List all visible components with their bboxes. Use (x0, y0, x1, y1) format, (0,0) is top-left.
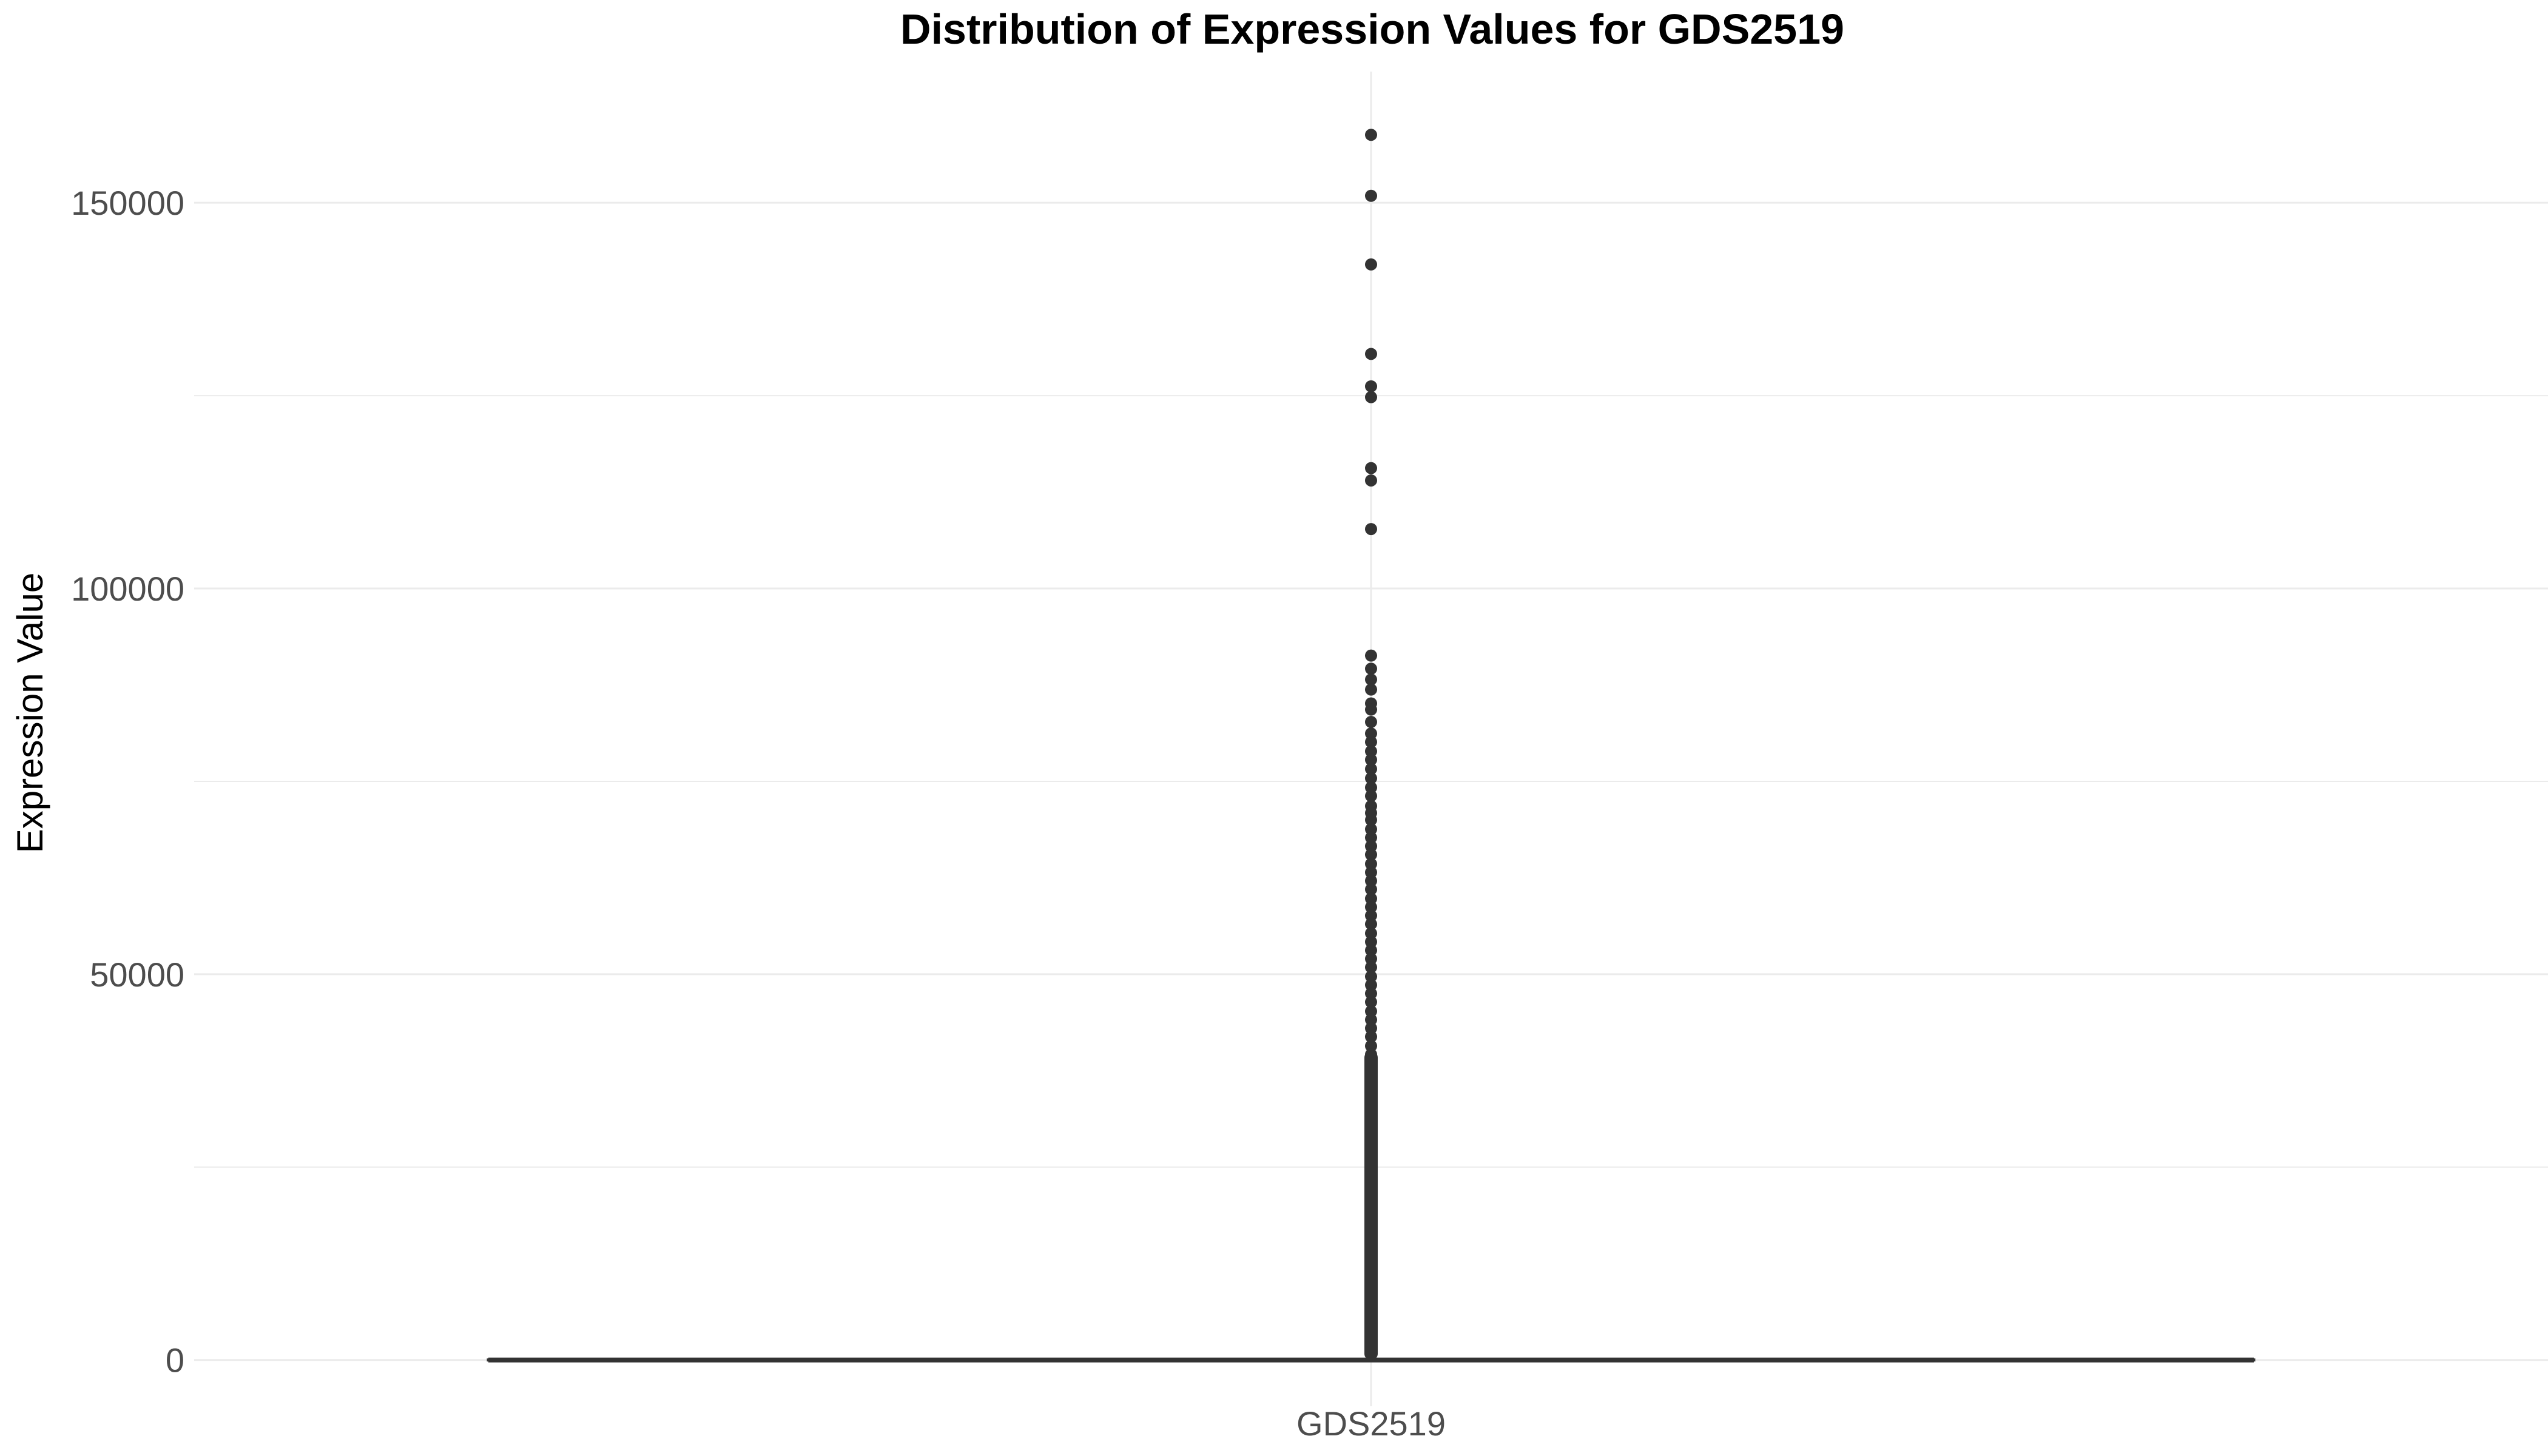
outlier-point (1365, 673, 1377, 686)
outlier-point (1365, 745, 1377, 758)
outlier-point (1365, 874, 1377, 887)
outlier-point (1365, 753, 1377, 766)
outlier-point (1365, 831, 1377, 844)
y-axis-label: Expression Value (10, 573, 50, 853)
y-tick-label: 50000 (90, 956, 184, 994)
outlier-point (1365, 703, 1377, 716)
outlier-point (1365, 858, 1377, 871)
outlier-point (1365, 763, 1377, 775)
outlier-dense-band (1364, 1051, 1378, 1360)
outlier-point (1365, 1013, 1377, 1026)
outlier-point (1365, 840, 1377, 852)
y-tick-label: 0 (166, 1341, 184, 1380)
outlier-point (1365, 901, 1377, 914)
outlier-point (1365, 258, 1377, 271)
outlier-point (1365, 987, 1377, 1000)
outlier-point (1365, 727, 1377, 740)
outlier-point (1365, 523, 1377, 536)
outlier-point (1365, 1022, 1377, 1034)
outlier-point (1365, 1040, 1377, 1053)
outlier-point (1365, 736, 1377, 749)
tick-layer: 0 50000 100000 150000 GDS2519 (71, 184, 1446, 1443)
outlier-point (1365, 883, 1377, 895)
outlier-point (1365, 1005, 1377, 1017)
y-tick-label: 150000 (71, 184, 184, 222)
outlier-point (1365, 961, 1377, 974)
outlier-point (1365, 944, 1377, 957)
outlier-point (1365, 918, 1377, 931)
outlier-point (1365, 683, 1377, 696)
outlier-point (1365, 996, 1377, 1008)
outlier-layer (1364, 129, 1378, 1360)
outlier-point (1365, 474, 1377, 487)
outlier-point (1365, 462, 1377, 474)
outlier-point (1365, 848, 1377, 861)
outlier-point (1365, 952, 1377, 965)
outlier-point (1365, 823, 1377, 835)
outlier-point (1365, 790, 1377, 803)
outlier-point (1365, 391, 1377, 403)
outlier-point (1365, 927, 1377, 940)
outlier-point (1365, 1030, 1377, 1043)
outlier-point (1365, 662, 1377, 675)
outlier-point (1365, 649, 1377, 662)
chart-title: Distribution of Expression Values for GD… (900, 5, 1844, 53)
outlier-point (1365, 348, 1377, 360)
outlier-point (1365, 189, 1377, 202)
outlier-point (1365, 970, 1377, 983)
outlier-point (1365, 129, 1377, 141)
outlier-point (1365, 892, 1377, 905)
outlier-point (1365, 716, 1377, 729)
outlier-point (1365, 909, 1377, 922)
y-tick-label: 100000 (71, 570, 184, 608)
outlier-point (1365, 814, 1377, 826)
outlier-point (1365, 935, 1377, 948)
outlier-point (1365, 781, 1377, 794)
outlier-point (1365, 772, 1377, 784)
outlier-point (1365, 979, 1377, 991)
outlier-point (1365, 380, 1377, 393)
outlier-point (1365, 866, 1377, 878)
x-tick-label: GDS2519 (1296, 1404, 1446, 1443)
